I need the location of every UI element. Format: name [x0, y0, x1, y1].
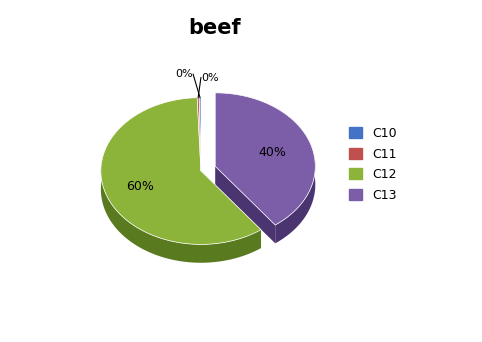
Text: beef: beef: [188, 17, 241, 38]
Text: 60%: 60%: [126, 181, 154, 194]
Polygon shape: [101, 161, 261, 263]
Text: 0%: 0%: [201, 73, 218, 83]
Polygon shape: [215, 166, 275, 244]
Polygon shape: [201, 171, 261, 248]
Polygon shape: [197, 97, 201, 171]
Legend: C10, C11, C12, C13: C10, C11, C12, C13: [345, 122, 402, 207]
Polygon shape: [275, 157, 315, 244]
Polygon shape: [199, 97, 201, 171]
Text: 40%: 40%: [258, 146, 286, 159]
Text: 0%: 0%: [175, 69, 193, 79]
Polygon shape: [215, 93, 315, 225]
Polygon shape: [101, 98, 261, 245]
